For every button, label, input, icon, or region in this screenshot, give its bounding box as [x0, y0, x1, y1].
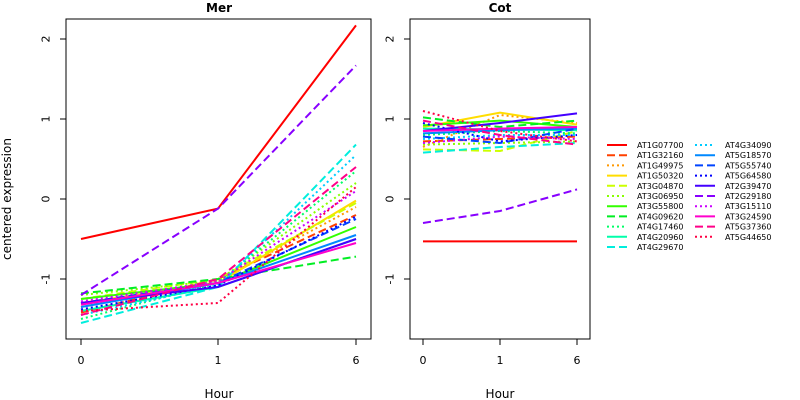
series-line-at4g29670	[422, 142, 578, 154]
series-line-at4g17460	[422, 129, 578, 136]
legend-item-at5g55740: AT5G55740	[695, 161, 771, 170]
legend-label: AT5G18570	[725, 151, 771, 160]
y-tick-label: -1	[384, 274, 397, 285]
panel-title-mer: Mer	[206, 1, 232, 15]
plot-frame-cot	[409, 18, 591, 340]
series-line-at1g50320	[422, 111, 578, 128]
axis-ticks-mer: 0 1 6 -1 0 1 2	[40, 36, 360, 368]
x-tick-label: 0	[420, 354, 427, 367]
legend-item-at2g39470: AT2G39470	[695, 182, 771, 191]
legend-label: AT4G29670	[637, 243, 683, 252]
series-line-at4g34090	[80, 154, 357, 316]
legend-label: AT1G32160	[637, 151, 683, 160]
legend-item-at1g32160: AT1G32160	[607, 151, 683, 160]
x-tick-label: 6	[353, 354, 360, 367]
y-tick-label: 1	[40, 116, 53, 123]
legend-item-at3g15110: AT3G15110	[695, 202, 771, 211]
y-tick-label: 2	[384, 36, 397, 43]
legend-item-at3g24590: AT3G24590	[695, 212, 771, 221]
x-tick-label: 1	[497, 354, 504, 367]
legend-label: AT5G55740	[725, 161, 771, 170]
series-lines-mer	[80, 24, 357, 324]
legend-item-at5g37360: AT5G37360	[695, 223, 771, 232]
legend: AT1G07700AT1G32160AT1G49975AT1G50320AT3G…	[607, 141, 771, 252]
legend-item-at5g18570: AT5G18570	[695, 151, 771, 160]
legend-item-at1g50320: AT1G50320	[607, 172, 683, 181]
legend-item-at2g29180: AT2G29180	[695, 192, 771, 201]
panel-title-cot: Cot	[489, 1, 512, 15]
series-line-at3g06950	[422, 140, 578, 146]
y-tick-label: 2	[40, 36, 53, 43]
legend-label: AT3G24590	[725, 212, 771, 221]
series-line-at3g06950	[80, 182, 357, 296]
series-line-at3g24590	[80, 242, 357, 306]
legend-item-at4g34090: AT4G34090	[695, 141, 771, 150]
series-line-at3g55800	[422, 119, 578, 128]
legend-label: AT2G29180	[725, 192, 771, 201]
series-line-at2g29180	[422, 188, 578, 224]
series-line-at4g09620	[80, 255, 357, 295]
legend-item-at3g06950: AT3G06950	[607, 192, 683, 201]
series-line-at2g29180	[80, 64, 357, 296]
series-line-at1g32160	[80, 214, 357, 314]
legend-label: AT4G17460	[637, 223, 683, 232]
legend-label: AT1G50320	[637, 172, 683, 181]
series-line-at5g37360	[422, 119, 578, 146]
y-tick-label: 0	[384, 196, 397, 203]
legend-item-at1g49975: AT1G49975	[607, 161, 683, 170]
legend-item-at4g09620: AT4G09620	[607, 212, 683, 221]
legend-label: AT4G34090	[725, 141, 771, 150]
series-line-at3g15110	[80, 190, 357, 303]
series-line-at4g34090	[422, 134, 577, 140]
legend-item-at5g64580: AT5G64580	[695, 172, 771, 181]
x-axis-label-cot: Hour	[486, 387, 515, 400]
series-line-at5g64580	[80, 215, 357, 311]
legend-label: AT5G44650	[725, 233, 771, 242]
series-line-at5g18570	[422, 127, 578, 135]
legend-label: AT3G06950	[637, 192, 683, 201]
axis-ticks-cot: 0 1 6 -1 0 1 2	[384, 36, 581, 368]
legend-label: AT1G07700	[637, 141, 683, 150]
panel-cot: Cot 0 1 6 -1 0 1 2 Hour	[384, 1, 591, 400]
x-tick-label: 6	[574, 354, 581, 367]
legend-item-at1g07700: AT1G07700	[607, 141, 683, 150]
legend-item-at5g44650: AT5G44650	[695, 233, 771, 242]
legend-label: AT3G15110	[725, 202, 771, 211]
legend-item-at3g55800: AT3G55800	[607, 202, 683, 211]
series-lines-cot	[422, 110, 578, 243]
x-tick-label: 1	[215, 354, 222, 367]
legend-label: AT3G04870	[637, 182, 683, 191]
legend-label: AT3G55800	[637, 202, 683, 211]
series-line-at5g55740	[422, 127, 578, 145]
y-tick-label: 1	[384, 116, 397, 123]
legend-label: AT4G09620	[637, 212, 683, 221]
series-line-at4g09620	[422, 116, 578, 129]
series-line-at5g44650	[422, 110, 578, 143]
legend-item-at4g20960: AT4G20960	[607, 233, 683, 242]
legend-item-at3g04870: AT3G04870	[607, 182, 683, 191]
legend-label: AT1G49975	[637, 161, 683, 170]
x-tick-label: 0	[78, 354, 85, 367]
legend-label: AT4G20960	[637, 233, 683, 242]
legend-item-at4g29670: AT4G29670	[607, 243, 683, 252]
y-tick-label: -1	[40, 274, 53, 285]
y-axis-label: centered expression	[0, 138, 14, 260]
legend-label: AT5G37360	[725, 223, 771, 232]
x-axis-label-mer: Hour	[205, 387, 234, 400]
legend-label: AT2G39470	[725, 182, 771, 191]
series-line-at3g24590	[422, 126, 578, 132]
series-line-at2g39470	[422, 112, 578, 132]
panel-mer: Mer 0 1 6 -1 0 1 2 Hour	[40, 1, 372, 400]
legend-item-at4g17460: AT4G17460	[607, 223, 683, 232]
legend-label: AT5G64580	[725, 172, 771, 181]
series-line-at5g44650	[80, 186, 357, 312]
y-tick-label: 0	[40, 196, 53, 203]
series-line-at3g15110	[422, 135, 578, 144]
